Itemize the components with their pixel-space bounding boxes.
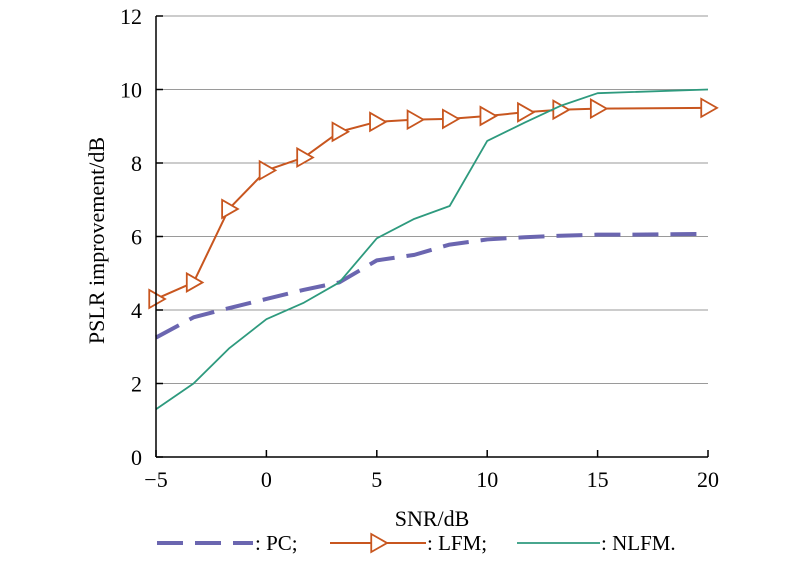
x-axis-label: SNR/dB	[395, 506, 470, 531]
y-tick-label: 8	[131, 151, 142, 176]
data-point-marker	[185, 271, 205, 293]
data-point-marker	[258, 159, 278, 181]
series-line	[155, 88, 709, 410]
legend-item: : LFM;	[330, 531, 487, 555]
x-tick-label: 5	[371, 467, 382, 492]
data-point-marker	[700, 97, 719, 119]
legend-item: : NLFM.	[517, 531, 676, 555]
series-layer	[148, 88, 719, 410]
legend-item: : PC;	[157, 531, 298, 555]
y-tick-label: 10	[120, 78, 142, 103]
legend-marker	[370, 532, 389, 554]
legend-label: : LFM;	[427, 531, 487, 555]
series-2	[155, 88, 709, 410]
data-point-marker	[221, 198, 240, 220]
y-tick-label: 6	[131, 225, 142, 250]
grid-lines	[156, 15, 708, 384]
x-tick-label: 20	[697, 467, 719, 492]
legend: : PC; : LFM; : NLFM.	[157, 531, 676, 555]
data-point-marker	[589, 98, 609, 120]
legend-label: : PC;	[255, 531, 298, 555]
x-tick-label: −5	[144, 467, 167, 492]
data-point-marker	[296, 146, 315, 169]
x-tick-label: 15	[587, 467, 609, 492]
data-point-marker	[148, 288, 167, 310]
series-0	[155, 231, 709, 340]
data-point-marker	[331, 121, 351, 143]
data-point-marker	[517, 101, 536, 123]
legend-label: : NLFM.	[601, 531, 676, 555]
x-tick-label: 0	[261, 467, 272, 492]
x-tick-label: 10	[476, 467, 498, 492]
y-tick-label: 12	[120, 4, 142, 29]
y-tick-label: 2	[131, 372, 142, 397]
series-line	[155, 106, 709, 300]
series-1	[148, 97, 719, 310]
series-line	[155, 231, 709, 340]
data-point-marker	[406, 109, 426, 131]
data-point-marker	[479, 105, 499, 127]
y-tick-label: 4	[131, 298, 142, 323]
y-axis-label: PSLR improvement/dB	[84, 137, 109, 344]
y-tick-label: 0	[131, 445, 142, 470]
data-point-marker	[442, 108, 461, 130]
data-point-marker	[369, 111, 388, 133]
